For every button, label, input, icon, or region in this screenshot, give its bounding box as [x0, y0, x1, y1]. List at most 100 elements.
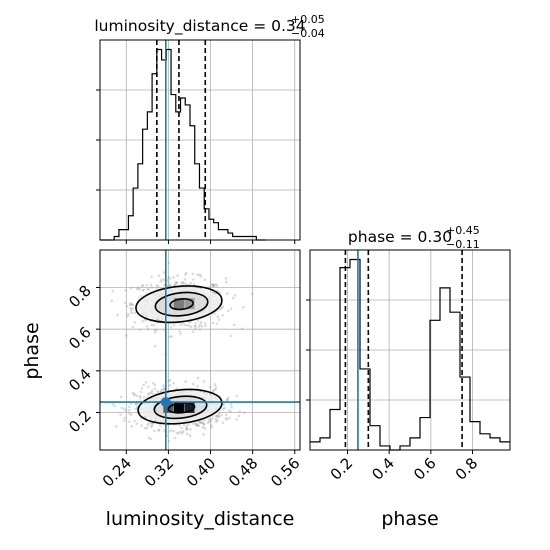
luminosity-distance-title-minus: −0.04 — [291, 27, 325, 40]
posterior-sample-point — [169, 277, 172, 280]
posterior-sample-point — [131, 391, 135, 395]
posterior-sample-point — [135, 394, 139, 398]
density-contour — [154, 291, 209, 317]
posterior-sample-point — [207, 419, 211, 423]
posterior-sample-point — [215, 284, 219, 288]
posterior-sample-point — [202, 422, 206, 426]
joint-posterior-panel: 0.24 0.32 0.40 0.48 0.56 0.2 0.4 0.6 0.8 — [65, 249, 304, 490]
posterior-sample-point — [194, 423, 198, 427]
posterior-sample-point — [149, 283, 153, 287]
posterior-sample-point — [210, 423, 213, 427]
posterior-sample-point — [151, 424, 154, 427]
posterior-sample-point — [201, 421, 205, 425]
posterior-sample-point — [142, 288, 145, 292]
posterior-sample-point — [229, 403, 233, 406]
posterior-sample-point — [128, 412, 132, 415]
posterior-sample-point — [140, 387, 144, 390]
posterior-sample-point — [192, 278, 195, 281]
posterior-sample-point — [223, 406, 226, 410]
posterior-sample-point — [197, 325, 201, 328]
posterior-sample-point — [225, 280, 228, 284]
posterior-sample-point — [178, 329, 181, 333]
posterior-sample-point — [141, 288, 145, 292]
posterior-sample-point — [202, 423, 206, 426]
density-contour — [153, 395, 208, 420]
posterior-sample-point — [206, 421, 210, 425]
posterior-sample-point — [202, 433, 205, 436]
posterior-sample-point — [147, 393, 150, 396]
posterior-sample-point — [202, 379, 206, 383]
posterior-sample-point — [111, 402, 114, 406]
posterior-sample-point — [194, 325, 197, 328]
posterior-sample-point — [135, 422, 139, 425]
posterior-sample-point — [147, 436, 151, 440]
posterior-sample-point — [200, 421, 204, 424]
posterior-sample-point — [179, 332, 182, 336]
posterior-sample-point — [184, 273, 187, 276]
density-cell — [184, 401, 195, 413]
posterior-sample-point — [172, 381, 176, 385]
posterior-sample-point — [174, 282, 178, 285]
posterior-sample-point — [167, 261, 171, 265]
posterior-sample-point — [228, 416, 231, 420]
posterior-sample-point — [169, 325, 173, 329]
posterior-sample-point — [127, 313, 130, 316]
posterior-sample-point — [233, 294, 237, 297]
y-axis-label-phase: phase — [21, 322, 43, 379]
posterior-sample-point — [208, 385, 212, 389]
panel-frame — [309, 249, 511, 451]
posterior-sample-point — [214, 388, 217, 391]
posterior-sample-point — [220, 413, 223, 417]
posterior-sample-point — [146, 423, 150, 427]
posterior-sample-point — [168, 284, 172, 287]
posterior-sample-point — [191, 330, 195, 334]
posterior-sample-point — [150, 323, 154, 327]
posterior-sample-point — [224, 277, 228, 280]
posterior-sample-point — [124, 409, 128, 413]
posterior-sample-point — [125, 305, 129, 308]
posterior-sample-point — [167, 275, 170, 279]
posterior-sample-point — [187, 324, 191, 327]
posterior-sample-point — [187, 320, 191, 324]
posterior-sample-point — [146, 328, 150, 331]
posterior-sample-point — [124, 289, 128, 292]
posterior-sample-point — [148, 391, 151, 395]
posterior-sample-point — [211, 283, 215, 287]
posterior-sample-point — [179, 430, 182, 433]
posterior-sample-point — [119, 413, 122, 416]
posterior-sample-point — [123, 407, 126, 411]
x-tick-label-phase: 0.6 — [410, 454, 440, 484]
posterior-sample-point — [221, 305, 225, 308]
posterior-sample-point — [167, 280, 170, 284]
posterior-sample-point — [153, 383, 157, 387]
posterior-sample-point — [222, 407, 225, 411]
posterior-sample-point — [237, 414, 241, 418]
posterior-sample-point — [141, 319, 144, 323]
posterior-sample-point — [180, 426, 184, 430]
posterior-sample-point — [162, 271, 166, 274]
y-tick-label-phase: 0.4 — [65, 365, 95, 395]
posterior-sample-point — [174, 280, 178, 284]
posterior-sample-point — [120, 406, 124, 410]
posterior-sample-point — [232, 323, 236, 327]
density-cell — [184, 298, 195, 310]
posterior-sample-point — [200, 325, 204, 328]
posterior-sample-point — [184, 282, 188, 286]
posterior-sample-point — [191, 382, 195, 386]
joint-plot-area — [100, 250, 300, 450]
posterior-sample-point — [172, 323, 176, 327]
posterior-sample-point — [178, 423, 181, 427]
x-tick-label-phase: 0.8 — [452, 454, 482, 484]
posterior-sample-point — [159, 388, 163, 392]
posterior-sample-point — [150, 422, 154, 425]
posterior-sample-point — [196, 376, 200, 380]
posterior-sample-point — [192, 283, 196, 286]
posterior-sample-point — [225, 398, 229, 402]
posterior-sample-point — [235, 394, 239, 398]
posterior-sample-point — [157, 429, 161, 432]
posterior-sample-point — [217, 318, 221, 321]
posterior-sample-point — [185, 428, 189, 431]
posterior-sample-point — [137, 286, 140, 290]
posterior-sample-point — [162, 388, 166, 391]
posterior-sample-point — [214, 420, 218, 423]
